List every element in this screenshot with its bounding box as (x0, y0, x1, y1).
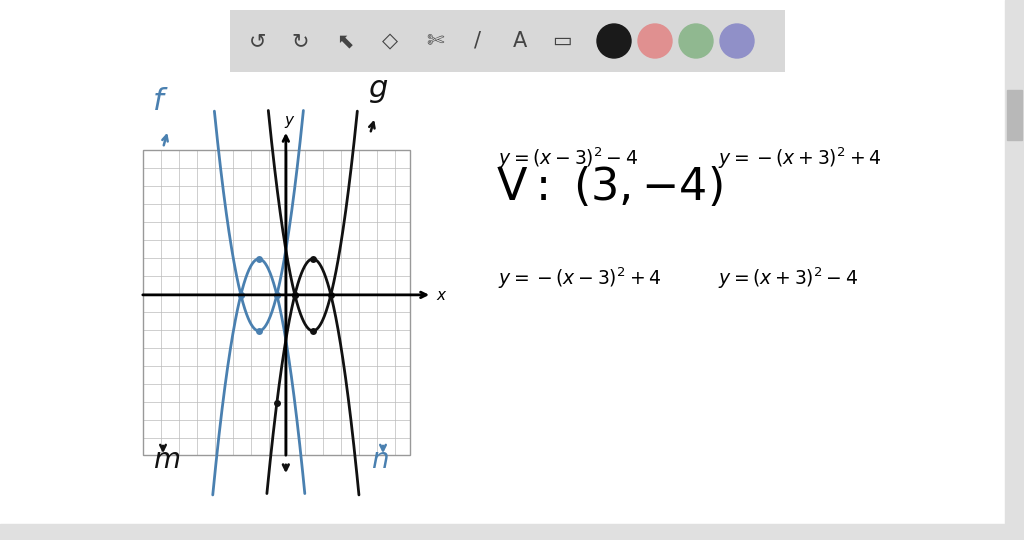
Circle shape (720, 24, 754, 58)
Text: f: f (153, 87, 164, 116)
Text: $\mathsf{V{:}\ (3,{-}4)}$: $\mathsf{V{:}\ (3,{-}4)}$ (496, 165, 723, 209)
Bar (0, 524, 1005, 540)
Bar (1005, 0, 1024, 540)
Text: g: g (368, 74, 387, 103)
Circle shape (679, 24, 713, 58)
Text: ⬉: ⬉ (336, 31, 353, 51)
Text: n: n (371, 446, 389, 474)
Text: $y = (x+3)^2 - 4$: $y = (x+3)^2 - 4$ (718, 266, 858, 291)
Text: /: / (474, 31, 481, 51)
Text: $y = -(x-3)^2 + 4$: $y = -(x-3)^2 + 4$ (498, 266, 662, 291)
Text: x: x (436, 288, 445, 303)
Circle shape (597, 24, 631, 58)
Bar (143, 150, 410, 455)
Bar (1007, 90, 1022, 140)
Text: y: y (285, 113, 293, 128)
Text: m: m (153, 446, 180, 474)
Text: ◇: ◇ (382, 31, 398, 51)
Text: ↺: ↺ (249, 31, 266, 51)
Text: ↻: ↻ (291, 31, 309, 51)
Bar (143, 150, 410, 455)
Circle shape (638, 24, 672, 58)
Text: ▭: ▭ (552, 31, 571, 51)
Text: $y = (x-3)^2 - 4$: $y = (x-3)^2 - 4$ (498, 145, 638, 171)
Text: A: A (513, 31, 527, 51)
Text: $y = -(x+3)^2 + 4$: $y = -(x+3)^2 + 4$ (718, 145, 882, 171)
Bar (230, 10, 785, 72)
Text: ✄: ✄ (426, 31, 443, 51)
